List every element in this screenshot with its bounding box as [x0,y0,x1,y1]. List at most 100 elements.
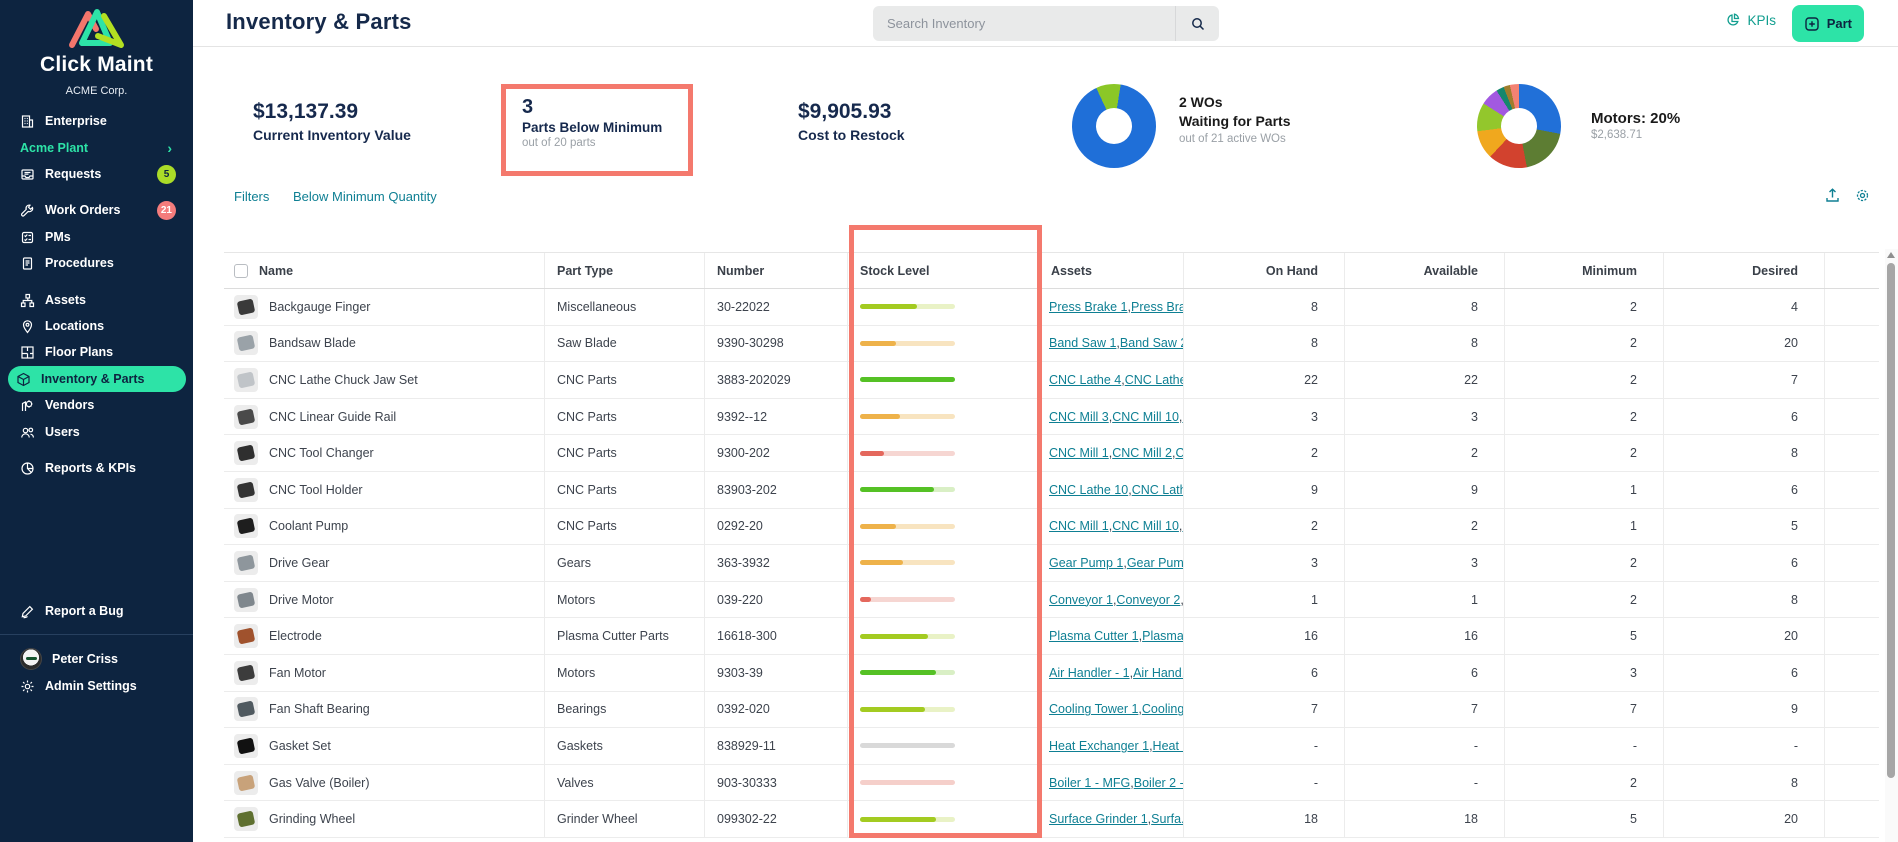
table-row[interactable]: CNC Tool Holder CNC Parts 83903-202 CNC … [224,471,1879,509]
sidebar-item-locations[interactable]: Locations [12,313,182,339]
minimum-value: 2 [1505,435,1664,471]
table-row[interactable]: Bandsaw Blade Saw Blade 9390-30298 Band … [224,325,1879,363]
table-settings-button[interactable] [1854,187,1871,209]
part-number: 9300-202 [705,435,848,471]
asset-link[interactable]: Conveyor 2 [1116,592,1181,607]
asset-link[interactable]: Gear Pump 1 [1049,555,1124,570]
sidebar-item-acme-plant[interactable]: Acme Plant › [12,135,182,161]
sidebar-item-vendors[interactable]: Vendors [12,392,182,418]
asset-link[interactable]: CNC Lath... [1131,482,1183,497]
search-button[interactable] [1175,6,1219,41]
asset-link[interactable]: Press Bra... [1131,299,1184,314]
asset-link[interactable]: Boiler 1 - MFG [1049,775,1131,790]
asset-link[interactable]: Gear Pum... [1126,555,1184,570]
table-row[interactable]: Drive Motor Motors 039-220 Conveyor 1, C… [224,581,1879,619]
stat-value: $13,137.39 [253,100,359,123]
part-type: CNC Parts [545,362,705,398]
asset-link[interactable]: Surface Grinder 1 [1049,812,1148,827]
sidebar-item-admin-settings[interactable]: Admin Settings [12,673,182,699]
asset-link[interactable]: Heat Exchanger 1 [1049,738,1150,753]
part-number: 3883-202029 [705,362,848,398]
table-row[interactable]: Electrode Plasma Cutter Parts 16618-300 … [224,618,1879,655]
sidebar-item-inventory-parts[interactable]: Inventory & Parts [8,366,186,392]
sidebar-item-enterprise[interactable]: Enterprise [12,108,182,134]
sidebar-item-requests[interactable]: Requests 5 [12,161,182,187]
asset-link[interactable]: CNC Mill 1 [1049,519,1109,534]
table-row[interactable]: Fan Shaft Bearing Bearings 0392-020 Cool… [224,691,1879,729]
column-header-minimum[interactable]: Minimum [1505,253,1664,288]
column-header-number[interactable]: Number [705,253,848,288]
asset-link[interactable]: Press Brake 1 [1049,299,1128,314]
column-header-desired[interactable]: Desired [1664,253,1825,288]
table-row[interactable]: Gas Valve (Boiler) Valves 903-30333 Boil… [224,764,1879,802]
table-row[interactable]: Drive Gear Gears 363-3932 Gear Pump 1, G… [224,545,1879,582]
sidebar-item-report-bug[interactable]: Report a Bug [12,598,182,624]
filters-link[interactable]: Filters [234,189,270,204]
sidebar-item-pms[interactable]: PMs [12,224,182,250]
sidebar-item-user-profile[interactable]: Peter Criss [12,646,182,672]
sidebar-item-assets[interactable]: Assets [12,287,182,313]
asset-link[interactable]: Cooling... [1141,702,1184,717]
sidebar-item-reports-kpis[interactable]: Reports & KPIs [12,455,182,481]
asset-link[interactable]: Plasma Cutter 1 [1049,629,1139,644]
column-header-part-type[interactable]: Part Type [545,253,705,288]
asset-link[interactable]: CNC Mill 3 [1049,409,1109,424]
floor-plan-icon [21,345,34,359]
sidebar-item-procedures[interactable]: Procedures [12,250,182,276]
below-minimum-quantity-link[interactable]: Below Minimum Quantity [293,189,437,204]
scrollbar-thumb[interactable] [1887,263,1895,778]
asset-link[interactable]: ... [1182,410,1183,424]
asset-link[interactable]: Heat ... [1152,738,1183,753]
table-row[interactable]: CNC Linear Guide Rail CNC Parts 9392--12… [224,398,1879,436]
part-thumbnail [234,587,258,612]
stock-level-bar [860,670,955,676]
sidebar-item-work-orders[interactable]: Work Orders 21 [12,197,182,223]
column-header-name[interactable]: Name [259,263,294,278]
minimum-value: - [1505,728,1664,764]
asset-link[interactable]: Surfa... [1151,812,1184,827]
stat-subtext: out of 20 parts [522,137,596,149]
asset-link[interactable]: Plasma ... [1142,629,1184,644]
asset-link[interactable]: Band Saw 2... [1119,336,1183,351]
asset-link[interactable]: Conveyor 1 [1049,592,1113,607]
table-row[interactable]: Grinding Wheel Grinder Wheel 099302-22 S… [224,801,1879,838]
kpis-button[interactable]: KPIs [1725,12,1776,28]
column-header-on-hand[interactable]: On Hand [1184,253,1345,288]
asset-link[interactable]: C... [1175,446,1184,461]
sidebar-item-floor-plans[interactable]: Floor Plans [12,339,182,365]
asset-link[interactable]: Cooling Tower 1 [1049,702,1139,717]
asset-link[interactable]: CNC Mill 10 [1112,519,1179,534]
table-row[interactable]: Coolant Pump CNC Parts 0292-20 CNC Mill … [224,508,1879,546]
asset-link[interactable]: Air Handler - 1 [1049,665,1130,680]
on-hand-value: 16 [1184,618,1345,654]
vertical-scrollbar[interactable] [1885,249,1898,842]
on-hand-value: 8 [1184,289,1345,325]
asset-link[interactable]: ... [1182,519,1183,533]
table-row[interactable]: Gasket Set Gaskets 838929-11 Heat Exchan… [224,728,1879,765]
asset-link[interactable]: CNC Lathe 4 [1049,372,1122,387]
part-thumbnail [234,660,258,685]
table-row[interactable]: Fan Motor Motors 9303-39 Air Handler - 1… [224,654,1879,692]
export-button[interactable] [1824,187,1841,209]
add-part-button[interactable]: Part [1791,5,1864,42]
asset-link[interactable]: CNC Lathe ... [1124,372,1184,387]
search-input[interactable] [873,16,1175,31]
asset-link[interactable]: Band Saw 1 [1049,336,1117,351]
asset-link[interactable]: CNC Mill 10 [1112,409,1179,424]
column-header-assets[interactable]: Assets [1039,253,1184,288]
asset-link[interactable]: CNC Mill 1 [1049,446,1109,461]
asset-link[interactable]: CNC Mill 2 [1112,446,1172,461]
column-header-stock-level[interactable]: Stock Level [848,253,1039,288]
asset-link[interactable]: Air Hand... [1133,665,1183,680]
sidebar-item-users[interactable]: Users [12,419,182,445]
asset-link[interactable]: CNC Lathe 10 [1049,482,1129,497]
table-row[interactable]: CNC Lathe Chuck Jaw Set CNC Parts 3883-2… [224,362,1879,399]
column-header-available[interactable]: Available [1345,253,1505,288]
select-all-checkbox[interactable] [234,263,248,278]
asset-link[interactable]: Boiler 2 - ... [1133,775,1184,790]
scroll-up-arrow-icon[interactable] [1887,252,1895,258]
part-thumbnail [234,477,258,502]
table-row[interactable]: CNC Tool Changer CNC Parts 9300-202 CNC … [224,435,1879,472]
table-row[interactable]: Backgauge Finger Miscellaneous 30-22022 … [224,289,1879,326]
stat-label: Cost to Restock [798,127,905,143]
